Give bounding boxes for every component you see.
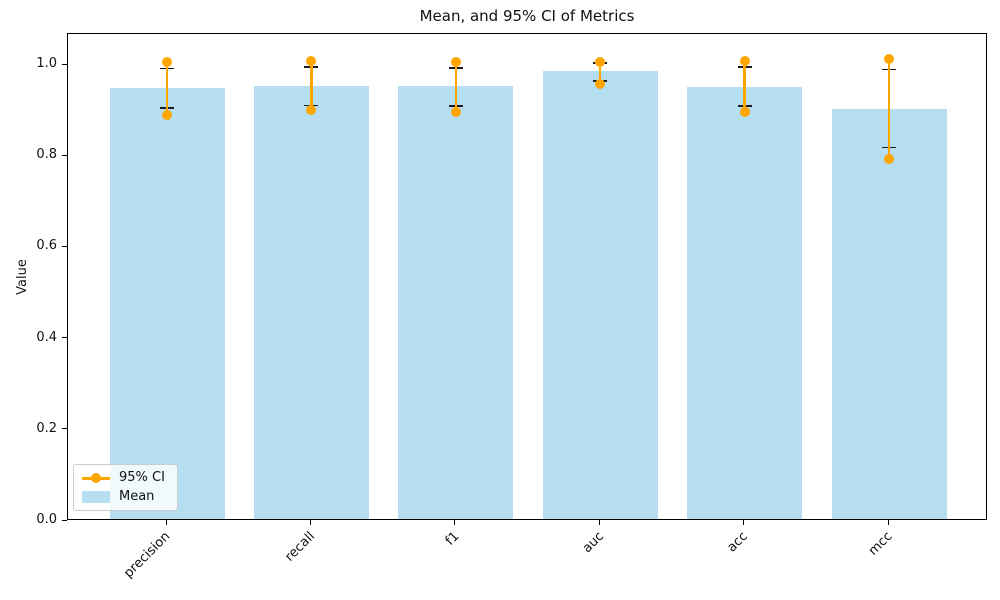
mean-legend-symbol [82,491,110,503]
legend-item-ci: 95% CI [82,471,165,485]
y-tick-mark [62,63,67,65]
ci-dot-f1 [450,106,461,117]
x-tick-label-mcc: mcc [865,529,896,559]
y-tick-mark [62,428,67,430]
ci-line-precision [165,61,169,115]
bar-recall [253,85,369,519]
ci-dot-mcc [884,154,894,165]
y-tick-label: 1.0 [36,56,57,71]
bar-auc [542,71,658,519]
x-tick-label-acc: acc [724,529,752,556]
y-tick-mark [62,337,67,339]
x-tick-mark [454,520,456,525]
x-tick-label-f1: f1 [442,529,463,549]
ci-line-acc [743,61,746,113]
y-axis-label: Value [15,259,30,295]
y-tick-label: 0.2 [36,420,57,436]
legend-label-mean: Mean [119,489,155,504]
ci-dot-mcc [884,53,894,64]
y-tick-label: 0.8 [36,147,57,163]
x-tick-mark [887,520,889,525]
ci-line-auc [598,61,602,84]
ci-dot-icon [91,473,101,483]
ci-dot-auc [595,56,606,67]
ci-dot-precision [162,109,172,120]
ci-dot-recall [306,105,317,116]
y-tick-label: 0.6 [36,238,57,254]
chart-title: Mean, and 95% CI of Metrics [419,7,635,25]
ci-dot-auc [595,78,606,89]
plot-area: 95% CI Mean [67,33,987,520]
legend-label-ci: 95% CI [119,470,165,485]
x-tick-label-precision: precision [121,529,174,582]
y-tick-label: 0.0 [36,512,57,527]
y-tick-mark [62,519,67,521]
mean-patch-icon [82,491,110,503]
bar-acc [687,86,803,519]
legend: 95% CI Mean [73,464,178,511]
ci-dot-f1 [450,56,461,67]
x-tick-mark [309,520,311,525]
bar-precision [109,87,225,519]
ci-dot-precision [162,56,172,67]
y-tick-mark [62,154,67,156]
x-tick-mark [598,520,600,525]
y-tick-label: 0.4 [36,329,57,345]
legend-item-mean: Mean [82,490,165,504]
y-tick-mark [62,245,67,247]
x-tick-mark [165,520,167,525]
bar-f1 [398,86,514,519]
x-tick-mark [743,520,745,525]
ci-line-recall [310,61,313,111]
bar-mcc [831,108,947,519]
ci-dot-recall [306,56,317,67]
ci-dot-acc [739,56,750,67]
x-tick-label-recall: recall [282,529,318,565]
ci-line-mcc [887,58,891,160]
x-tick-label-auc: auc [579,529,607,557]
ci-line-f1 [454,61,458,112]
ci-legend-symbol [82,472,110,484]
ci-dot-acc [739,107,750,118]
